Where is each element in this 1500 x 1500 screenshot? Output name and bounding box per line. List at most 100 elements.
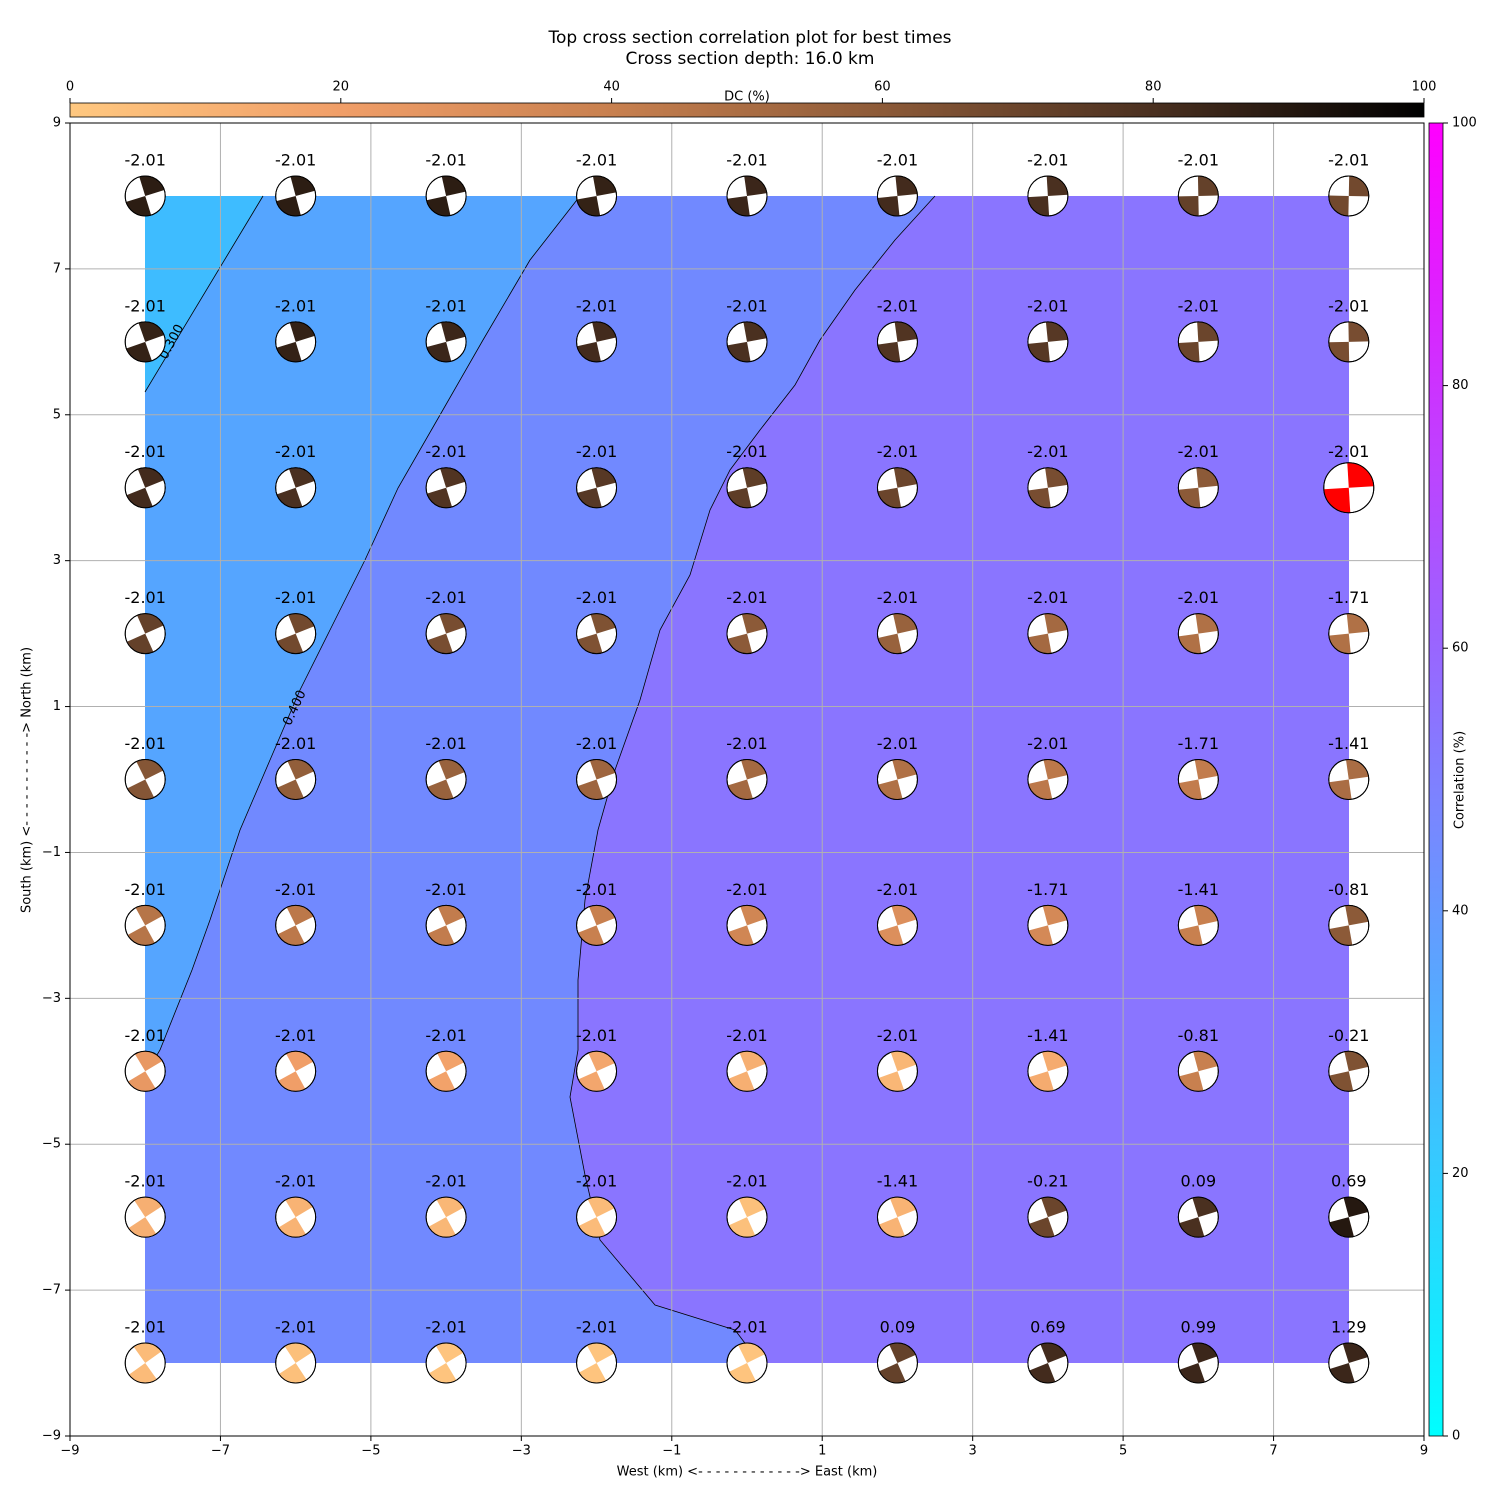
y-tick-label: −1	[42, 845, 61, 860]
beachball-wedge	[436, 1197, 464, 1218]
beachball-rim	[876, 613, 918, 655]
beachball	[726, 759, 768, 800]
beachball-wedge	[1323, 487, 1351, 513]
beachball-wedge	[740, 905, 766, 926]
time-shift-label: -2.01	[877, 150, 918, 169]
beachball-wedge	[427, 633, 453, 654]
beachball-wedge	[895, 175, 918, 196]
beachball-rim	[124, 904, 166, 946]
beachball-rim	[1177, 175, 1219, 217]
beachball	[876, 175, 918, 217]
corr-colorbar-tick-label: 20	[1452, 1166, 1469, 1181]
beachball-wedge	[426, 195, 451, 216]
beachball	[275, 175, 317, 217]
beachball	[1027, 467, 1069, 509]
beachball	[425, 175, 467, 217]
beachball-wedge	[438, 759, 465, 780]
beachball	[1328, 613, 1370, 655]
beachball-rim	[726, 321, 768, 363]
beachball	[1177, 1050, 1219, 1092]
time-shift-label: -2.01	[576, 734, 617, 753]
beachball-rim	[1328, 175, 1370, 217]
beachball-wedge	[589, 759, 616, 780]
time-shift-label: -2.01	[877, 1026, 918, 1045]
beachball-wedge	[1046, 175, 1068, 196]
beachball-wedge	[1041, 1197, 1067, 1218]
time-shift-label: -2.01	[425, 734, 466, 753]
time-shift-label: -2.01	[275, 734, 316, 753]
beachball	[1177, 1196, 1219, 1238]
time-shift-label: -1.41	[1027, 1026, 1068, 1045]
beachball-rim	[124, 613, 166, 655]
beachball	[1328, 321, 1370, 363]
beachball-wedge	[1043, 759, 1068, 780]
beachball-rim	[576, 759, 618, 800]
time-shift-label: -2.01	[1027, 150, 1068, 169]
beachball-rim	[425, 321, 467, 363]
beachball-wedge	[1346, 613, 1369, 634]
beachball-wedge	[1348, 321, 1369, 342]
time-shift-label: -2.01	[275, 1026, 316, 1045]
beachball-wedge	[1178, 925, 1203, 946]
beachball-wedge	[727, 195, 750, 216]
beachball-wedge	[889, 1343, 916, 1364]
x-tick-label: 7	[1269, 1444, 1277, 1459]
beachball	[1177, 904, 1219, 946]
beachball-wedge	[1045, 321, 1068, 342]
dc-colorbar-tick-label: 20	[333, 80, 350, 95]
beachball	[425, 1050, 467, 1092]
beachball-rim	[124, 1196, 166, 1238]
beachball-rim	[576, 904, 618, 946]
beachball-wedge	[277, 779, 304, 800]
beachball-rim	[576, 175, 618, 217]
beachball-wedge	[1197, 321, 1219, 342]
beachball-wedge	[1029, 1217, 1055, 1238]
corr-colorbar-label: Correlation (%)	[1453, 731, 1468, 829]
beachball-rim	[576, 1196, 618, 1238]
time-shift-label: 0.69	[1331, 1172, 1367, 1191]
beachball-wedge	[728, 1071, 755, 1092]
beachball-rim	[576, 1342, 618, 1384]
beachball-rim	[726, 1342, 768, 1384]
beachball	[275, 467, 317, 509]
beachball	[876, 904, 918, 946]
time-shift-label: -2.01	[1027, 296, 1068, 315]
beachball-wedge	[1347, 462, 1374, 488]
beachball-wedge	[742, 467, 767, 488]
time-shift-label: -2.01	[275, 1172, 316, 1191]
beachball	[275, 613, 317, 655]
beachball-wedge	[126, 487, 153, 508]
beachball	[576, 904, 618, 946]
beachball-rim	[1328, 1196, 1370, 1238]
beachball	[576, 1050, 618, 1092]
beachball	[576, 1342, 618, 1384]
beachball	[124, 759, 166, 800]
y-tick-label: 1	[53, 699, 61, 714]
time-shift-label: 1.29	[1331, 1318, 1367, 1337]
time-shift-label: -2.01	[1027, 588, 1068, 607]
beachball-wedge	[437, 905, 465, 926]
beachball-rim	[124, 175, 166, 217]
y-axis-label: South (km) <- - - - - - - - - - -> North…	[20, 647, 35, 913]
beachball	[124, 467, 166, 509]
beachball	[876, 467, 918, 509]
time-shift-label: -2.01	[1328, 150, 1369, 169]
beachball-wedge	[578, 1217, 606, 1238]
beachball-wedge	[578, 1071, 605, 1092]
beachball-rim	[124, 759, 166, 800]
beachball-rim	[275, 1050, 317, 1092]
beachball-wedge	[127, 925, 155, 946]
beachball-rim	[726, 904, 768, 946]
chart-title: Top cross section correlation plot for b…	[547, 28, 951, 48]
beachball-wedge	[729, 1363, 756, 1384]
time-shift-label: -2.01	[726, 1026, 767, 1045]
time-shift-label: -2.01	[877, 296, 918, 315]
beachball-rim	[425, 467, 467, 509]
time-shift-label: -0.21	[1027, 1172, 1068, 1191]
beachball-wedge	[1191, 1343, 1218, 1364]
beachball-wedge	[276, 487, 303, 508]
time-shift-label: -1.71	[1328, 588, 1369, 607]
beachball	[425, 467, 467, 509]
beachball-rim	[1328, 904, 1370, 946]
time-shift-label: -0.21	[1328, 1026, 1369, 1045]
